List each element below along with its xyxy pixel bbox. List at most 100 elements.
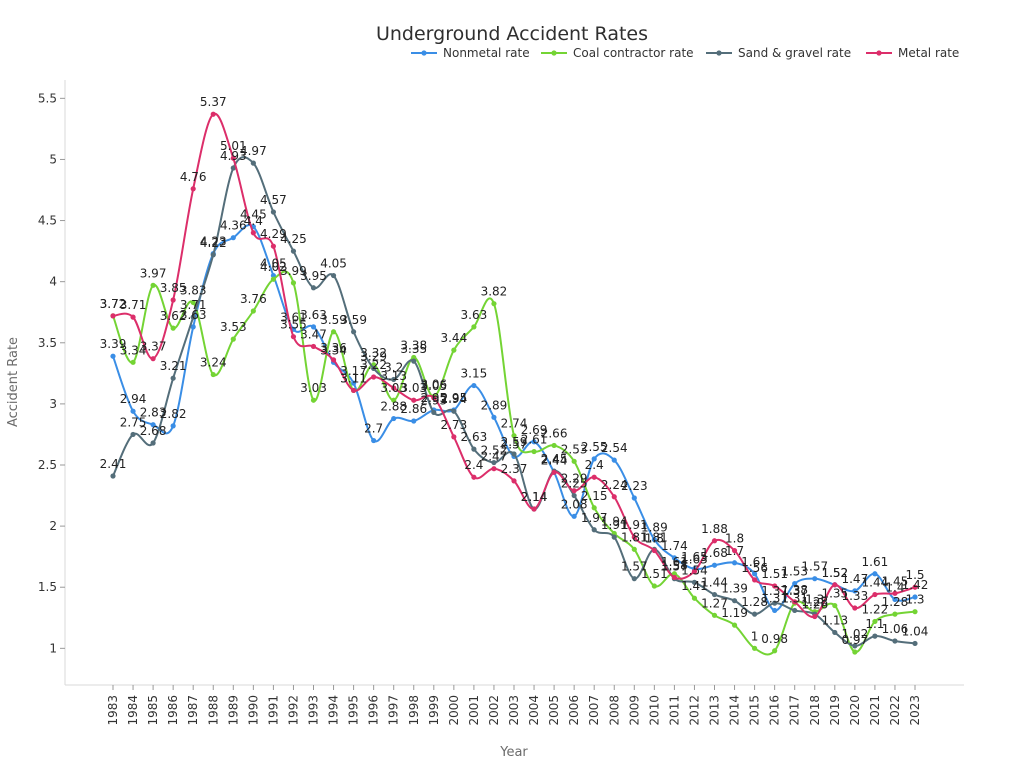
data-point[interactable]	[150, 282, 156, 288]
data-point[interactable]	[631, 546, 637, 552]
data-point[interactable]	[451, 408, 457, 414]
data-point[interactable]	[250, 230, 256, 236]
data-point[interactable]	[511, 451, 517, 457]
data-point[interactable]	[491, 459, 497, 466]
data-point[interactable]	[451, 347, 457, 353]
data-point[interactable]	[130, 408, 136, 414]
data-point[interactable]	[591, 474, 597, 480]
data-point[interactable]	[190, 299, 196, 306]
data-point[interactable]	[190, 186, 196, 192]
data-point[interactable]	[411, 418, 417, 424]
data-point[interactable]	[110, 473, 116, 479]
data-point[interactable]	[852, 649, 858, 655]
data-point[interactable]	[210, 252, 216, 258]
data-point[interactable]	[591, 505, 597, 511]
data-point[interactable]	[230, 235, 236, 241]
data-point[interactable]	[752, 645, 758, 651]
data-point[interactable]	[330, 357, 337, 363]
data-point[interactable]	[310, 397, 317, 403]
data-point[interactable]	[451, 434, 457, 440]
legend-item[interactable]: Coal contractor rate	[541, 46, 694, 60]
data-point[interactable]	[731, 622, 738, 628]
data-point[interactable]	[290, 248, 297, 254]
data-point[interactable]	[511, 433, 517, 439]
data-point[interactable]	[330, 272, 337, 279]
data-point[interactable]	[892, 611, 898, 617]
data-point[interactable]	[571, 513, 577, 519]
data-point[interactable]	[270, 209, 276, 215]
data-point[interactable]	[752, 577, 758, 583]
data-point[interactable]	[431, 395, 437, 401]
data-point[interactable]	[772, 600, 778, 606]
data-point[interactable]	[110, 313, 116, 319]
data-point[interactable]	[150, 356, 156, 362]
data-point[interactable]	[591, 456, 597, 462]
data-point[interactable]	[772, 607, 778, 614]
data-point[interactable]	[671, 571, 678, 577]
data-point[interactable]	[371, 437, 377, 444]
data-point[interactable]	[170, 423, 176, 429]
data-point[interactable]	[130, 359, 136, 365]
data-point[interactable]	[892, 590, 898, 596]
data-point[interactable]	[731, 598, 738, 604]
data-point[interactable]	[872, 591, 878, 598]
data-point[interactable]	[150, 422, 156, 428]
legend[interactable]: Nonmetal rate Coal contractor rate Sand & …	[411, 46, 959, 60]
data-point[interactable]	[551, 469, 557, 475]
data-point[interactable]	[731, 547, 738, 554]
data-point[interactable]	[651, 583, 657, 589]
data-point[interactable]	[711, 538, 718, 544]
data-point[interactable]	[711, 591, 718, 598]
data-point[interactable]	[571, 458, 577, 464]
data-point[interactable]	[411, 358, 417, 364]
data-point[interactable]	[852, 643, 858, 649]
data-point[interactable]	[391, 385, 397, 391]
data-point[interactable]	[611, 494, 617, 500]
data-point[interactable]	[892, 596, 898, 603]
data-point[interactable]	[371, 374, 377, 380]
data-point[interactable]	[671, 574, 678, 581]
data-point[interactable]	[170, 375, 176, 381]
data-point[interactable]	[772, 648, 778, 654]
data-point[interactable]	[651, 547, 657, 554]
data-point[interactable]	[531, 506, 537, 512]
data-point[interactable]	[391, 397, 397, 403]
data-point[interactable]	[371, 365, 377, 372]
data-point[interactable]	[651, 536, 657, 543]
data-point[interactable]	[752, 571, 758, 577]
data-point[interactable]	[571, 488, 577, 494]
data-point[interactable]	[310, 324, 317, 330]
data-point[interactable]	[411, 354, 417, 361]
data-point[interactable]	[290, 334, 297, 340]
data-point[interactable]	[571, 492, 577, 499]
data-point[interactable]	[631, 534, 637, 540]
data-point[interactable]	[230, 165, 236, 171]
data-point[interactable]	[691, 579, 698, 585]
data-point[interactable]	[431, 409, 437, 416]
data-point[interactable]	[872, 571, 878, 577]
data-point[interactable]	[491, 466, 497, 472]
data-point[interactable]	[190, 314, 196, 320]
data-point[interactable]	[912, 584, 918, 590]
data-point[interactable]	[130, 431, 136, 438]
data-point[interactable]	[631, 576, 637, 582]
data-point[interactable]	[752, 611, 758, 617]
data-point[interactable]	[230, 155, 236, 161]
data-point[interactable]	[310, 343, 317, 350]
data-point[interactable]	[270, 276, 276, 282]
data-point[interactable]	[631, 495, 637, 501]
data-point[interactable]	[270, 243, 276, 249]
data-point[interactable]	[912, 640, 918, 647]
data-point[interactable]	[711, 562, 718, 568]
data-point[interactable]	[912, 594, 918, 600]
legend-item[interactable]: Metal rate	[866, 46, 959, 60]
data-point[interactable]	[351, 380, 357, 386]
data-point[interactable]	[270, 272, 276, 279]
data-point[interactable]	[170, 325, 176, 331]
data-point[interactable]	[832, 629, 838, 636]
data-point[interactable]	[872, 633, 878, 639]
data-point[interactable]	[812, 613, 818, 620]
data-point[interactable]	[491, 414, 497, 420]
data-point[interactable]	[230, 336, 236, 342]
data-point[interactable]	[691, 595, 698, 601]
